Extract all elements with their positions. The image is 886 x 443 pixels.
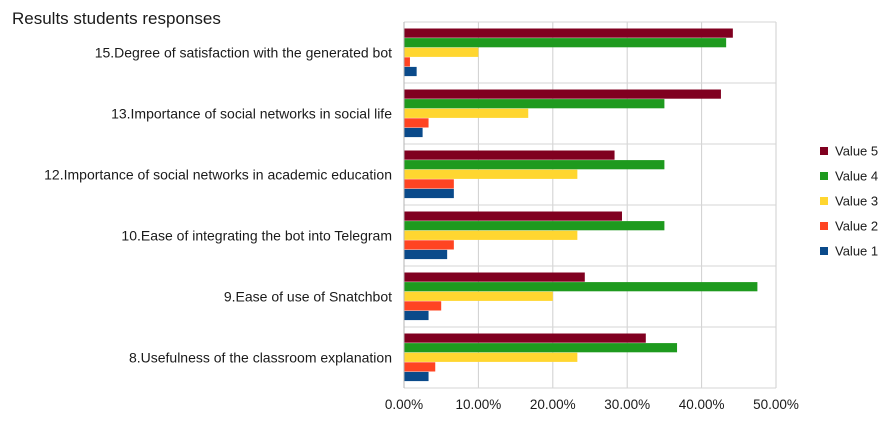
category-labels: 15.Degree of satisfaction with the gener… [44, 45, 392, 366]
chart-title: Results students responses [12, 9, 221, 28]
legend-label-value-4: Value 4 [835, 169, 878, 184]
x-tick-label: 10.00% [456, 397, 502, 412]
x-tick-label: 30.00% [604, 397, 650, 412]
bar-value-3-4 [404, 230, 578, 240]
bar-value-2-1 [404, 57, 410, 67]
category-label: 10.Ease of integrating the bot into Tele… [121, 228, 392, 244]
legend-swatch-value-3 [820, 197, 828, 205]
bar-value-1-3 [404, 188, 454, 199]
x-tick-label: 50.00% [753, 397, 799, 412]
bar-value-2-5 [404, 301, 442, 311]
category-label: 8.Usefulness of the classroom explanatio… [129, 350, 392, 366]
legend-swatch-value-1 [820, 247, 828, 255]
bar-value-5-2 [404, 89, 721, 99]
legend-label-value-3: Value 3 [835, 194, 878, 209]
bar-value-1-5 [404, 310, 429, 321]
bar-value-3-2 [404, 108, 529, 118]
bar-value-2-4 [404, 240, 454, 250]
bar-value-4-4 [404, 221, 665, 231]
bar-value-5-1 [404, 28, 733, 38]
legend: Value 5 Value 4 Value 3 Value 2 Value 1 [820, 144, 878, 259]
bar-value-5-5 [404, 272, 585, 282]
bars [404, 28, 758, 382]
bar-value-2-3 [404, 179, 454, 189]
category-label: 9.Ease of use of Snatchbot [224, 289, 392, 305]
bar-value-1-2 [404, 127, 423, 138]
bar-value-4-1 [404, 38, 727, 48]
bar-value-5-4 [404, 211, 622, 221]
x-tick-label: 0.00% [385, 397, 423, 412]
bar-value-3-3 [404, 169, 578, 179]
bar-value-4-2 [404, 99, 665, 109]
category-label: 13.Importance of social networks in soci… [111, 106, 392, 122]
bar-value-2-6 [404, 362, 436, 372]
bar-value-1-1 [404, 66, 417, 77]
legend-label-value-2: Value 2 [835, 219, 878, 234]
bar-value-1-4 [404, 249, 448, 260]
bar-value-1-6 [404, 371, 429, 382]
legend-label-value-5: Value 5 [835, 144, 878, 159]
x-tick-label: 40.00% [679, 397, 725, 412]
bar-value-2-2 [404, 118, 429, 128]
grid-lines [404, 21, 777, 389]
bar-value-4-6 [404, 343, 678, 353]
legend-label-value-1: Value 1 [835, 244, 878, 259]
legend-swatch-value-4 [820, 172, 828, 180]
category-label: 15.Degree of satisfaction with the gener… [95, 45, 392, 61]
bar-value-5-3 [404, 150, 615, 160]
bar-value-3-6 [404, 352, 578, 362]
legend-swatch-value-5 [820, 147, 828, 155]
legend-swatch-value-2 [820, 222, 828, 230]
bar-value-3-1 [404, 47, 479, 57]
x-tick-labels: 0.00% 10.00% 20.00% 30.00% 40.00% 50.00% [385, 397, 799, 412]
bar-value-3-5 [404, 291, 553, 301]
category-label: 12.Importance of social networks in acad… [44, 167, 392, 183]
bar-value-5-6 [404, 333, 646, 343]
bar-value-4-5 [404, 282, 758, 292]
x-tick-label: 20.00% [530, 397, 576, 412]
bar-value-4-3 [404, 160, 665, 170]
